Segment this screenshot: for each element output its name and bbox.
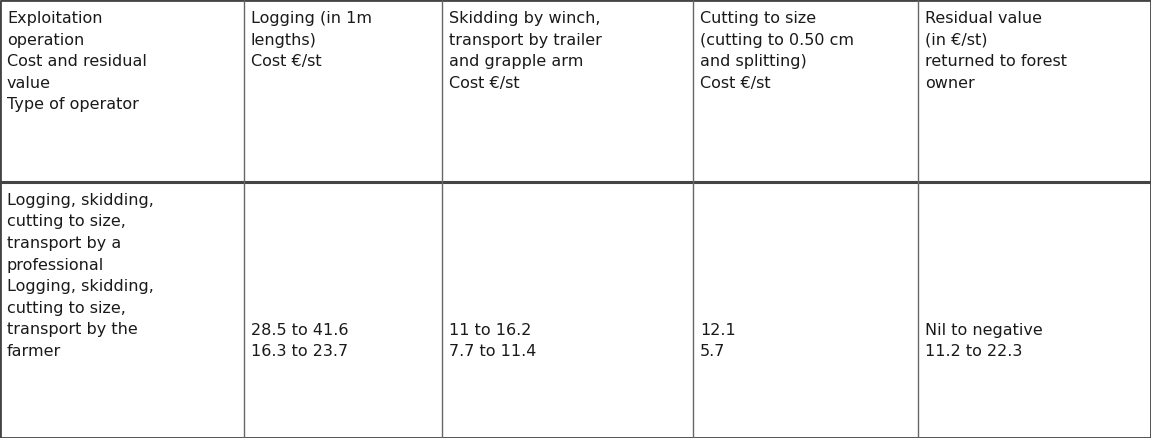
Text: Logging (in 1m
lengths)
Cost €/st: Logging (in 1m lengths) Cost €/st: [251, 11, 372, 69]
Text: Residual value
(in €/st)
returned to forest
owner: Residual value (in €/st) returned to for…: [925, 11, 1067, 91]
Text: 28.5 to 41.6
16.3 to 23.7: 28.5 to 41.6 16.3 to 23.7: [251, 323, 349, 359]
Text: Skidding by winch,
transport by trailer
and grapple arm
Cost €/st: Skidding by winch, transport by trailer …: [449, 11, 602, 91]
Text: Cutting to size
(cutting to 0.50 cm
and splitting)
Cost €/st: Cutting to size (cutting to 0.50 cm and …: [700, 11, 854, 91]
Text: Logging, skidding,
cutting to size,
transport by a
professional
Logging, skiddin: Logging, skidding, cutting to size, tran…: [7, 193, 154, 359]
Text: 11 to 16.2
7.7 to 11.4: 11 to 16.2 7.7 to 11.4: [449, 323, 536, 359]
Text: 12.1
5.7: 12.1 5.7: [700, 323, 735, 359]
Text: Exploitation
operation
Cost and residual
value
Type of operator: Exploitation operation Cost and residual…: [7, 11, 147, 113]
Text: Nil to negative
11.2 to 22.3: Nil to negative 11.2 to 22.3: [925, 323, 1043, 359]
